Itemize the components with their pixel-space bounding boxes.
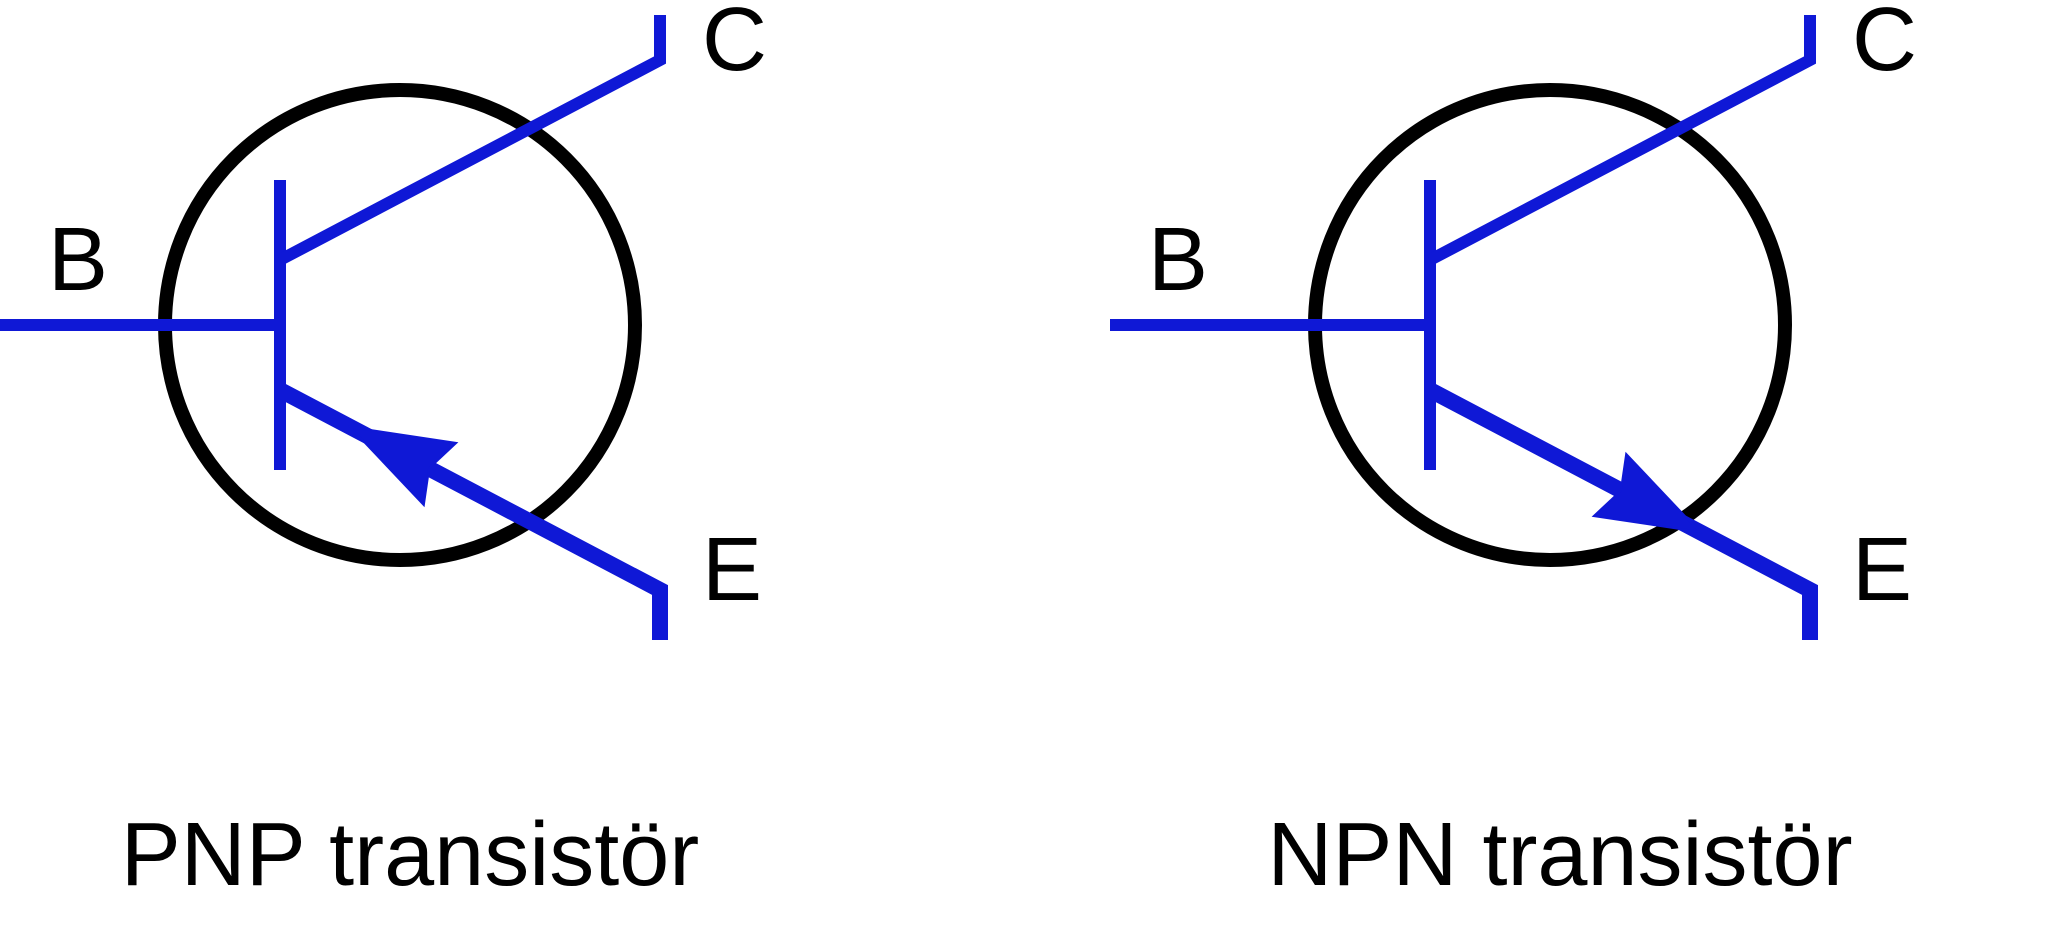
pnp-transistor-symbol: B C E PNP transistör bbox=[0, 0, 767, 905]
pnp-label-e: E bbox=[702, 520, 762, 620]
npn-transistor-symbol: B C E NPN transistör bbox=[1110, 0, 1917, 905]
npn-caption: NPN transistör bbox=[1267, 805, 1852, 905]
pnp-label-b: B bbox=[48, 210, 108, 310]
pnp-caption: PNP transistör bbox=[121, 805, 700, 905]
pnp-emitter-lead bbox=[280, 390, 660, 640]
pnp-collector-lead bbox=[280, 15, 660, 260]
transistor-diagram-canvas: B C E PNP transistör B C E NPN transistör bbox=[0, 0, 2048, 937]
npn-label-b: B bbox=[1148, 210, 1208, 310]
npn-collector-lead bbox=[1430, 15, 1810, 260]
pnp-label-c: C bbox=[702, 0, 767, 90]
npn-label-e: E bbox=[1852, 520, 1912, 620]
npn-label-c: C bbox=[1852, 0, 1917, 90]
